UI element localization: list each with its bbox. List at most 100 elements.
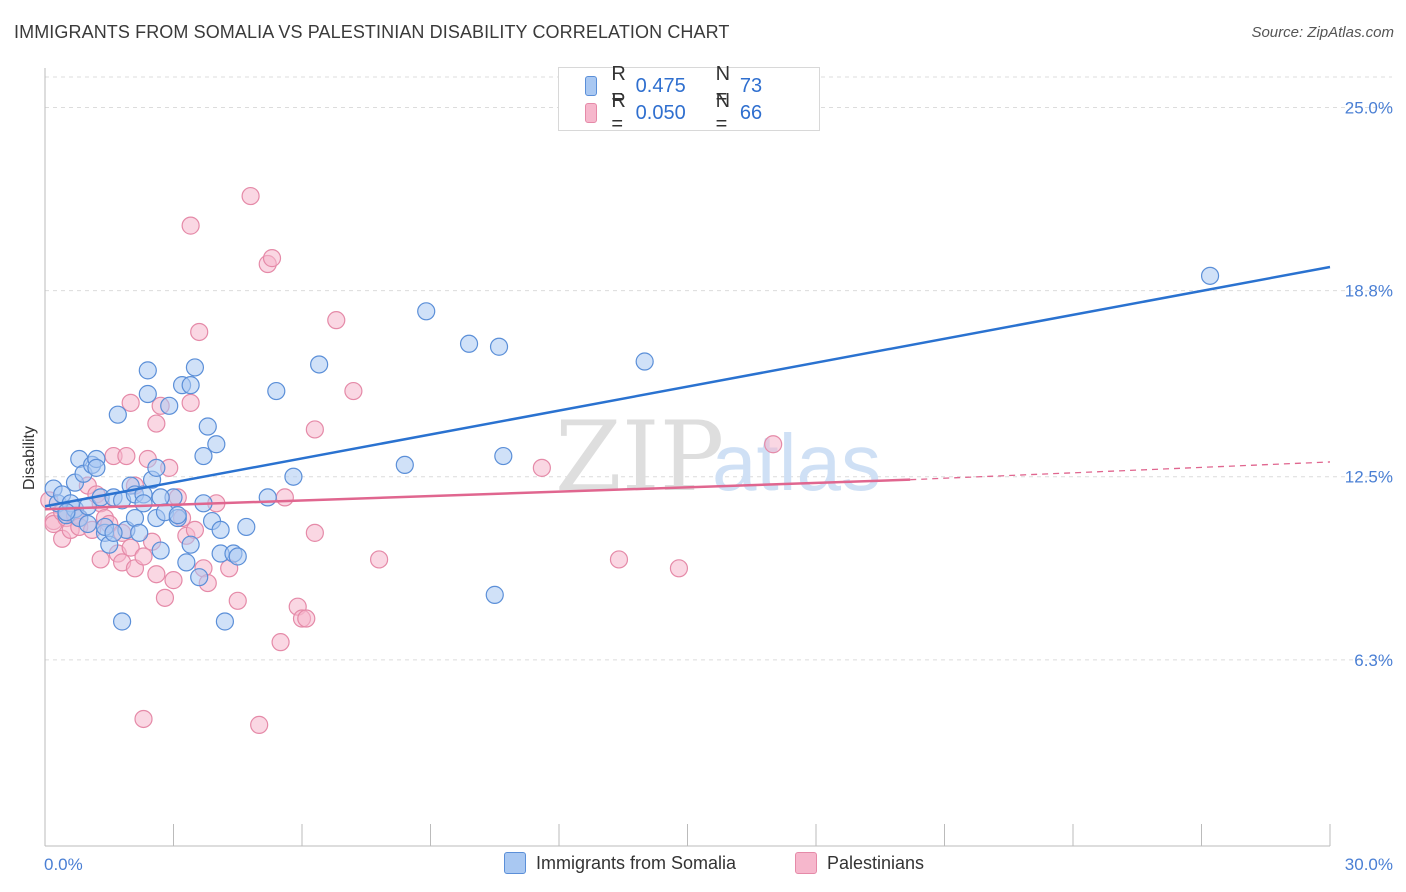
palestinians-point-23 xyxy=(121,393,140,412)
legend-r-label: R = xyxy=(611,63,626,108)
y-tick-label-0: 6.3% xyxy=(1354,651,1393,670)
somalia-point-52 xyxy=(215,612,234,631)
legend-r-value: 0.475 xyxy=(635,74,686,97)
palestinians-point-38 xyxy=(181,216,200,235)
somalia-point-65 xyxy=(494,446,513,466)
palestinians-point-55 xyxy=(305,523,324,542)
x-tick-label-min: 0.0% xyxy=(44,855,83,874)
bottom-legend-swatch-somalia xyxy=(504,852,526,874)
palestinians-point-22 xyxy=(121,538,140,557)
somalia-point-29 xyxy=(138,361,157,380)
palestinians-point-39 xyxy=(181,393,200,412)
palestinians-point-65 xyxy=(764,435,783,454)
bottom-legend-label-palestinians: Palestinians xyxy=(827,852,925,873)
somalia-point-55 xyxy=(237,517,256,537)
palestinians-point-57 xyxy=(327,311,346,330)
palestinians-point-21 xyxy=(117,446,136,466)
palestinians-point-54 xyxy=(297,609,316,628)
trend-line-palestinians-extension xyxy=(910,461,1331,481)
somalia-point-64 xyxy=(489,337,509,356)
watermark: ZIP atlas xyxy=(555,401,881,513)
bottom-legend-swatch-palestinians xyxy=(795,852,817,874)
somalia-point-54 xyxy=(228,547,247,566)
somalia-point-61 xyxy=(417,302,436,321)
somalia-point-57 xyxy=(267,381,286,401)
somalia-point-49 xyxy=(207,435,226,454)
y-axis-label: Disability xyxy=(21,426,38,490)
palestinians-point-26 xyxy=(134,547,153,566)
palestinians-point-34 xyxy=(164,571,183,590)
palestinians-point-60 xyxy=(134,709,153,729)
palestinians-point-49 xyxy=(262,249,282,268)
series-somalia-points xyxy=(44,266,1220,631)
tick-labels: 6.3% 12.5% 18.8% 25.0% 0.0% 30.0% xyxy=(44,98,1393,874)
somalia-point-43 xyxy=(185,358,205,377)
legend-r-value: 0.050 xyxy=(635,101,686,124)
legend-swatch-somalia xyxy=(585,76,598,96)
somalia-point-19 xyxy=(108,405,127,424)
somalia-point-44 xyxy=(190,568,209,587)
watermark-zip: ZIP xyxy=(555,401,724,513)
somalia-point-27 xyxy=(134,494,153,513)
palestinians-point-63 xyxy=(609,550,629,569)
legend-swatch-palestinians xyxy=(585,103,598,123)
palestinians-point-62 xyxy=(532,458,551,477)
source-credit: Source: ZipAtlas.com xyxy=(1251,24,1394,41)
somalia-point-67 xyxy=(1200,266,1220,285)
trend-lines xyxy=(44,265,1331,511)
somalia-point-38 xyxy=(168,506,187,525)
x-tick-label-max: 30.0% xyxy=(1345,855,1393,874)
palestinians-point-64 xyxy=(669,559,689,578)
palestinians-point-32 xyxy=(155,588,175,607)
somalia-point-40 xyxy=(177,553,196,572)
stats-legend: R = 0.475 N = 73 R = 0.050 N = 66 xyxy=(558,63,820,135)
somalia-point-62 xyxy=(459,334,479,353)
axes xyxy=(44,68,1331,847)
somalia-point-13 xyxy=(87,458,106,477)
palestinians-point-14 xyxy=(91,550,110,569)
watermark-atlas: atlas xyxy=(712,418,881,507)
palestinians-point-29 xyxy=(147,565,166,584)
somalia-point-41 xyxy=(181,376,200,395)
palestinians-point-50 xyxy=(275,488,294,507)
y-tick-label-2: 18.8% xyxy=(1345,282,1393,301)
somalia-point-42 xyxy=(181,535,200,554)
bottom-legend-palestinians: Palestinians xyxy=(795,852,924,874)
somalia-point-35 xyxy=(160,396,179,415)
grid-lines xyxy=(45,76,1392,661)
legend-n-label: N = xyxy=(715,90,731,135)
trend-line-palestinians xyxy=(44,478,911,511)
somalia-point-68 xyxy=(57,503,76,522)
somalia-point-70 xyxy=(104,523,123,542)
legend-n-value: 66 xyxy=(739,101,763,124)
palestinians-point-46 xyxy=(228,591,247,610)
somalia-point-28 xyxy=(138,384,157,404)
bottom-legend-somalia: Immigrants from Somalia xyxy=(504,852,736,874)
palestinians-point-58 xyxy=(344,381,363,401)
somalia-point-56 xyxy=(258,488,277,507)
legend-row-somalia: R = 0.475 N = 73 xyxy=(585,63,820,108)
somalia-point-71 xyxy=(151,488,170,507)
y-tick-label-3: 25.0% xyxy=(1345,98,1393,117)
palestinians-point-51 xyxy=(271,633,290,652)
palestinians-point-30 xyxy=(147,414,166,433)
palestinians-point-56 xyxy=(305,420,324,439)
palestinians-point-41 xyxy=(190,322,209,342)
somalia-point-45 xyxy=(194,446,213,466)
somalia-point-32 xyxy=(147,458,166,477)
somalia-point-60 xyxy=(395,455,414,475)
chart-title: IMMIGRANTS FROM SOMALIA VS PALESTINIAN D… xyxy=(14,22,730,42)
somalia-point-69 xyxy=(78,514,97,534)
somalia-point-58 xyxy=(284,467,303,486)
legend-r-label: R = xyxy=(611,90,626,135)
legend-n-value: 73 xyxy=(739,74,763,97)
legend-n-label: N = xyxy=(715,63,731,108)
trend-line-somalia xyxy=(44,265,1331,508)
somalia-point-50 xyxy=(211,520,230,540)
somalia-point-33 xyxy=(151,541,170,560)
bottom-legend-label-somalia: Immigrants from Somalia xyxy=(536,852,737,873)
somalia-point-47 xyxy=(198,417,217,436)
y-tick-label-1: 12.5% xyxy=(1345,468,1393,487)
palestinians-point-47 xyxy=(241,186,260,206)
